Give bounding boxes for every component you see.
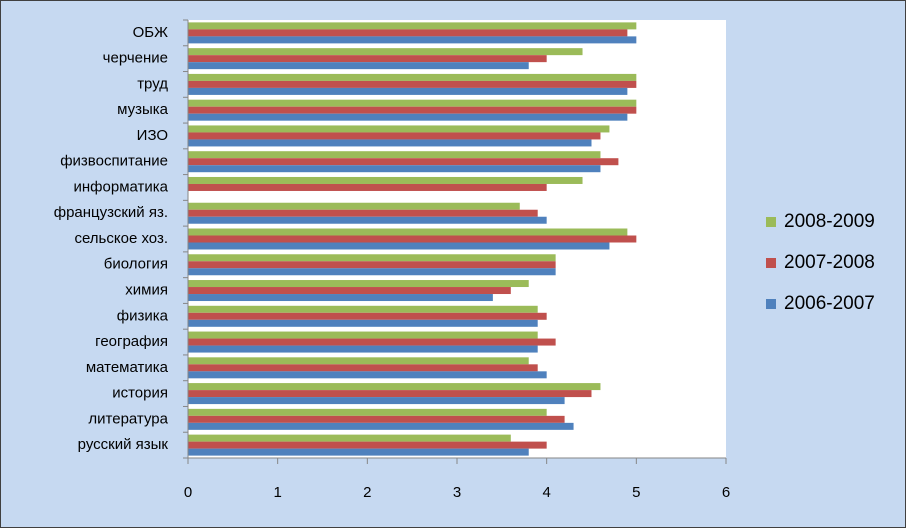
bar: [188, 305, 538, 313]
bar: [188, 176, 583, 184]
legend-swatch: [766, 217, 776, 227]
bar: [188, 106, 637, 114]
bar: [188, 183, 547, 191]
bar: [188, 312, 547, 320]
bar: [188, 345, 538, 353]
x-tick-label: 4: [542, 484, 550, 501]
bar: [188, 261, 556, 269]
x-tick-label: 2: [363, 484, 371, 501]
bar: [188, 158, 619, 166]
y-tick-label: труд: [137, 75, 168, 92]
y-tick-label: ИЗО: [137, 127, 168, 144]
bar: [188, 132, 601, 140]
y-tick-label: история: [112, 385, 168, 402]
y-tick-label: информатика: [74, 178, 169, 195]
bar: [188, 202, 520, 210]
bar: [188, 441, 547, 449]
bar: [188, 29, 628, 37]
bar: [188, 125, 610, 133]
y-tick-label: биология: [104, 256, 168, 273]
bar: [188, 254, 556, 262]
y-tick-label: литература: [88, 410, 168, 427]
bar: [188, 165, 601, 173]
bar: [188, 397, 565, 405]
legend-label: 2006-2007: [784, 293, 875, 314]
bar: [188, 371, 547, 379]
bar: [188, 73, 637, 81]
bar: [188, 139, 592, 147]
bar: [188, 364, 538, 372]
y-tick-label: физвоспитание: [60, 153, 168, 170]
y-tick-label: география: [95, 333, 168, 350]
bar: [188, 62, 529, 70]
bar: [188, 280, 529, 288]
bar: [188, 390, 592, 398]
bar: [188, 357, 529, 365]
bar: [188, 331, 538, 339]
legend-swatch: [766, 258, 776, 268]
bar: [188, 87, 628, 95]
y-tick-label: французский яз.: [54, 204, 168, 221]
bar: [188, 36, 637, 44]
bar: [188, 216, 547, 224]
y-tick-label: черчение: [103, 50, 168, 67]
bar: [188, 55, 547, 63]
y-tick-label: математика: [86, 359, 169, 376]
legend-label: 2007-2008: [784, 252, 875, 273]
bar: [188, 99, 637, 107]
bar: [188, 268, 556, 276]
bar: [188, 422, 574, 430]
x-tick-label: 3: [453, 484, 461, 501]
x-tick-label: 1: [273, 484, 281, 501]
legend-label: 2008-2009: [784, 211, 875, 232]
bar: [188, 151, 601, 159]
bar: [188, 228, 628, 236]
bar: [188, 48, 583, 56]
x-tick-label: 0: [184, 484, 192, 501]
y-tick-label: сельское хоз.: [74, 230, 168, 247]
bar: [188, 434, 511, 442]
y-tick-label: химия: [125, 281, 168, 298]
y-tick-label: ОБЖ: [133, 24, 169, 41]
legend-swatch: [766, 299, 776, 309]
bar: [188, 235, 637, 243]
bar: [188, 408, 547, 416]
bar: [188, 209, 538, 217]
bar: [188, 415, 565, 423]
y-tick-label: музыка: [117, 101, 169, 118]
y-tick-label: русский язык: [78, 436, 169, 453]
bar: [188, 383, 601, 391]
bar: [188, 113, 628, 121]
y-tick-label: физика: [117, 307, 169, 324]
bar: [188, 448, 529, 456]
bar: [188, 80, 637, 88]
bar: [188, 22, 637, 30]
bar: [188, 294, 493, 302]
bar: [188, 242, 610, 250]
x-tick-label: 5: [632, 484, 640, 501]
bar: [188, 287, 511, 295]
bar: [188, 338, 556, 346]
bar: [188, 319, 538, 327]
x-tick-label: 6: [722, 484, 730, 501]
